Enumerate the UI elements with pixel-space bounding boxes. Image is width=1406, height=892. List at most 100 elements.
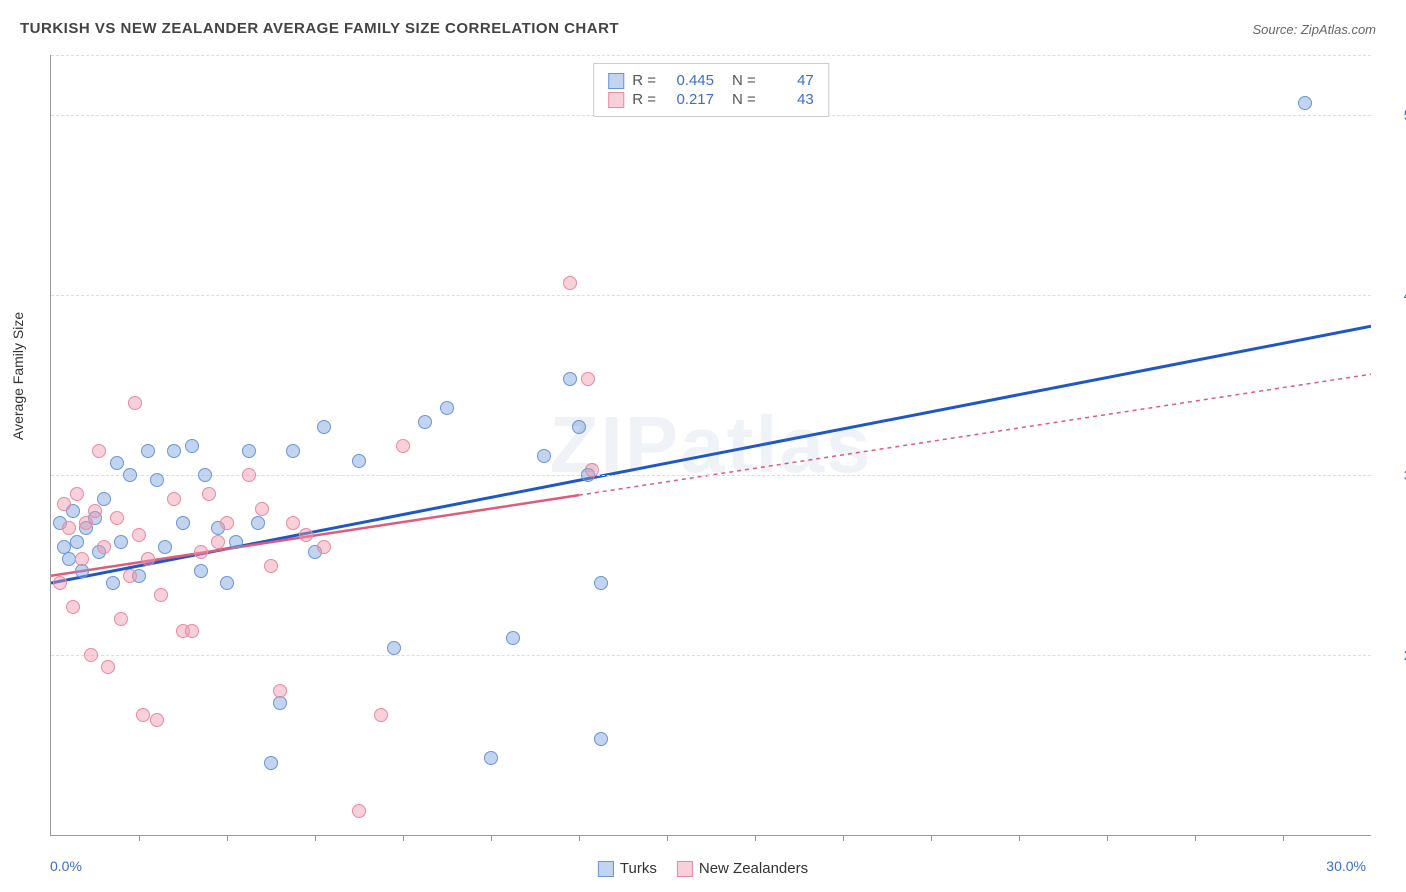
- data-point: [185, 624, 199, 638]
- data-point: [97, 492, 111, 506]
- data-point: [70, 487, 84, 501]
- data-point: [374, 708, 388, 722]
- gridline: [51, 55, 1371, 56]
- series-legend: Turks New Zealanders: [598, 860, 808, 877]
- data-point: [317, 420, 331, 434]
- y-tick-label: 4.25: [1381, 287, 1406, 303]
- legend-swatch: [677, 861, 693, 877]
- legend-r-label: R =: [632, 72, 656, 89]
- data-point: [387, 641, 401, 655]
- legend-swatch: [608, 73, 624, 89]
- legend-r-value: 0.445: [664, 72, 714, 89]
- data-point: [167, 444, 181, 458]
- data-point: [123, 468, 137, 482]
- x-tick: [403, 835, 404, 841]
- data-point: [150, 713, 164, 727]
- legend-r-label: R =: [632, 91, 656, 108]
- data-point: [273, 696, 287, 710]
- x-tick: [843, 835, 844, 841]
- x-tick: [227, 835, 228, 841]
- x-tick: [931, 835, 932, 841]
- legend-label: New Zealanders: [699, 860, 808, 877]
- data-point: [79, 516, 93, 530]
- data-point: [563, 276, 577, 290]
- data-point: [123, 569, 137, 583]
- x-tick: [755, 835, 756, 841]
- data-point: [220, 576, 234, 590]
- data-point: [484, 751, 498, 765]
- data-point: [286, 444, 300, 458]
- data-point: [150, 473, 164, 487]
- data-point: [101, 660, 115, 674]
- y-tick-label: 5.00: [1381, 107, 1406, 123]
- data-point: [114, 612, 128, 626]
- data-point: [594, 732, 608, 746]
- x-tick: [667, 835, 668, 841]
- watermark-text: ZIPatlas: [550, 399, 873, 491]
- data-point: [299, 528, 313, 542]
- legend-item: Turks: [598, 860, 657, 877]
- data-point: [194, 545, 208, 559]
- data-point: [286, 516, 300, 530]
- data-point: [352, 454, 366, 468]
- legend-item: New Zealanders: [677, 860, 808, 877]
- data-point: [84, 648, 98, 662]
- data-point: [62, 521, 76, 535]
- legend-row: R =0.445N =47: [608, 72, 814, 89]
- data-point: [1298, 96, 1312, 110]
- y-tick-label: 2.75: [1381, 647, 1406, 663]
- data-point: [158, 540, 172, 554]
- data-point: [396, 439, 410, 453]
- data-point: [154, 588, 168, 602]
- data-point: [185, 439, 199, 453]
- data-point: [264, 559, 278, 573]
- data-point: [585, 463, 599, 477]
- data-point: [75, 552, 89, 566]
- x-tick: [1195, 835, 1196, 841]
- data-point: [194, 564, 208, 578]
- data-point: [242, 468, 256, 482]
- data-point: [418, 415, 432, 429]
- gridline: [51, 655, 1371, 656]
- x-axis-max-label: 30.0%: [1326, 858, 1366, 874]
- data-point: [136, 708, 150, 722]
- gridline: [51, 295, 1371, 296]
- legend-swatch: [608, 92, 624, 108]
- data-point: [317, 540, 331, 554]
- chart-title: TURKISH VS NEW ZEALANDER AVERAGE FAMILY …: [20, 20, 619, 37]
- data-point: [572, 420, 586, 434]
- legend-n-label: N =: [732, 72, 756, 89]
- data-point: [242, 444, 256, 458]
- x-tick: [315, 835, 316, 841]
- data-point: [229, 535, 243, 549]
- data-point: [106, 576, 120, 590]
- legend-r-value: 0.217: [664, 91, 714, 108]
- data-point: [110, 456, 124, 470]
- data-point: [273, 684, 287, 698]
- data-point: [211, 535, 225, 549]
- legend-label: Turks: [620, 860, 657, 877]
- data-point: [92, 444, 106, 458]
- legend-n-label: N =: [732, 91, 756, 108]
- source-attribution: Source: ZipAtlas.com: [1252, 22, 1376, 37]
- x-axis-min-label: 0.0%: [50, 858, 82, 874]
- data-point: [114, 535, 128, 549]
- x-tick: [139, 835, 140, 841]
- data-point: [581, 372, 595, 386]
- x-tick: [1107, 835, 1108, 841]
- data-point: [128, 396, 142, 410]
- data-point: [176, 516, 190, 530]
- data-point: [110, 511, 124, 525]
- legend-swatch: [598, 861, 614, 877]
- data-point: [62, 552, 76, 566]
- data-point: [88, 504, 102, 518]
- data-point: [563, 372, 577, 386]
- chart-plot-area: ZIPatlas R =0.445N =47R =0.217N =43 2.75…: [50, 55, 1371, 836]
- data-point: [198, 468, 212, 482]
- data-point: [440, 401, 454, 415]
- data-point: [132, 528, 146, 542]
- data-point: [352, 804, 366, 818]
- data-point: [202, 487, 216, 501]
- legend-n-value: 43: [764, 91, 814, 108]
- y-axis-label: Average Family Size: [10, 312, 26, 440]
